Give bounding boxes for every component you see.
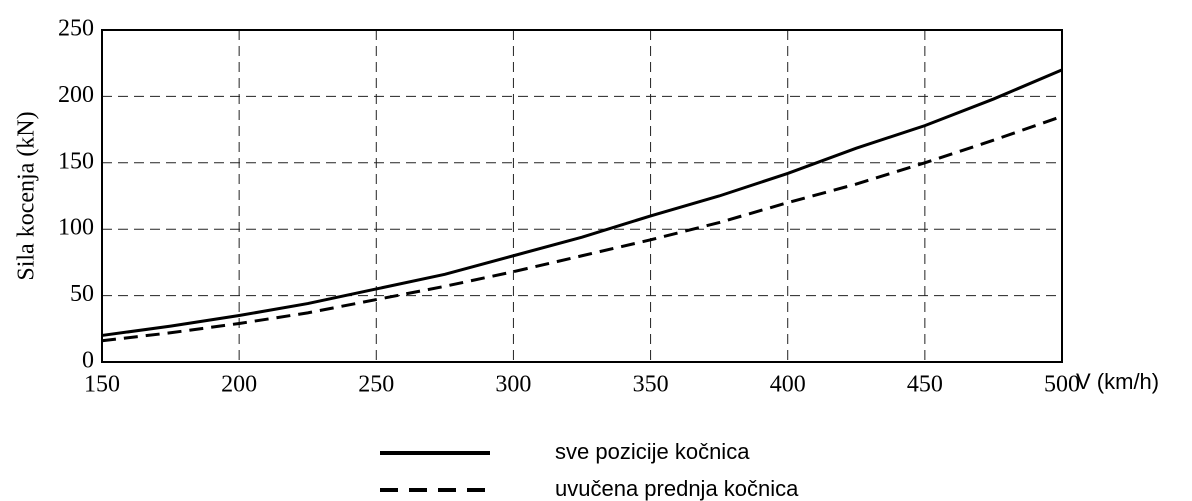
- x-tick-label: 400: [770, 372, 806, 398]
- legend-label: uvučena prednja kočnica: [555, 476, 799, 501]
- line-series: [101, 114, 1063, 343]
- x-axis-label: V (km/h): [1076, 369, 1159, 394]
- y-tick-label: 100: [58, 215, 94, 241]
- x-tick-label: 150: [84, 372, 120, 398]
- x-tick-label: 500: [1044, 372, 1080, 398]
- y-tick-label: 150: [58, 148, 94, 174]
- legend-label: sve pozicije kočnica: [555, 439, 750, 464]
- y-tick-label: 200: [58, 82, 94, 108]
- plot-frame: [101, 29, 1063, 363]
- x-tick-label: 200: [221, 372, 257, 398]
- x-tick-label: 300: [495, 372, 531, 398]
- y-tick-label: 50: [70, 281, 94, 307]
- x-tick-label: 450: [907, 372, 943, 398]
- y-tick-label: 0: [82, 348, 94, 374]
- x-tick-label: 350: [633, 372, 669, 398]
- y-tick-label: 250: [58, 16, 94, 42]
- x-tick-label: 250: [358, 372, 394, 398]
- y-axis-label: Sila kocenja (kN): [14, 111, 40, 280]
- line-series: [101, 68, 1063, 337]
